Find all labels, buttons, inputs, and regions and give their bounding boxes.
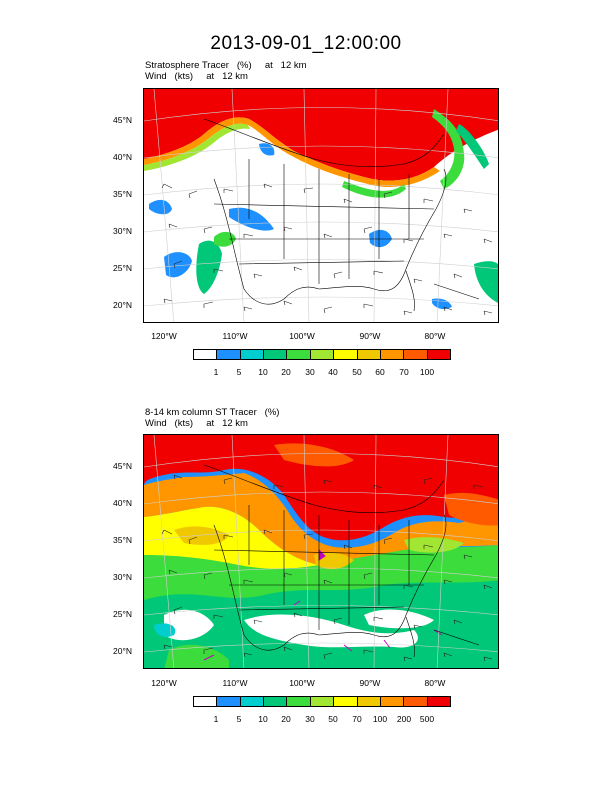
map-boundaries bbox=[203, 464, 480, 658]
lat-label-45n: 45°N bbox=[113, 115, 132, 125]
lon-label-120w: 120°W bbox=[151, 331, 177, 341]
colorbar-label: 50 bbox=[352, 367, 362, 377]
graticule bbox=[144, 435, 498, 668]
colorbar-label: 1 bbox=[213, 714, 219, 724]
lat-label-25n: 25°N bbox=[113, 263, 132, 273]
lat-label-30n: 30°N bbox=[113, 572, 132, 582]
colorbar-label: 50 bbox=[328, 714, 338, 724]
colorbar-label: 40 bbox=[328, 367, 338, 377]
lon-label-110w: 110°W bbox=[222, 678, 248, 688]
colorbar-label: 60 bbox=[375, 367, 385, 377]
colorbar-label: 500 bbox=[419, 714, 435, 724]
lat-label-20n: 20°N bbox=[113, 300, 132, 310]
colorbar-label: 10 bbox=[258, 367, 268, 377]
lon-label-100w: 100°W bbox=[289, 678, 315, 688]
colorbar-label: 30 bbox=[305, 714, 315, 724]
colorbar-label: 20 bbox=[281, 367, 291, 377]
panel1-map bbox=[143, 88, 499, 323]
tracer-high-region bbox=[144, 89, 498, 181]
colorbar-label: 5 bbox=[236, 367, 242, 377]
colorbar-label: 100 bbox=[372, 714, 388, 724]
colorbar-label: 70 bbox=[352, 714, 362, 724]
colorbar-box bbox=[287, 697, 311, 706]
colorbar-label: 10 bbox=[258, 714, 268, 724]
lon-label-80w: 80°W bbox=[424, 678, 446, 688]
map-boundaries bbox=[203, 118, 480, 312]
colorbar-box bbox=[264, 697, 288, 706]
colorbar-box bbox=[264, 350, 288, 359]
graticule bbox=[144, 89, 498, 322]
colorbar-box bbox=[240, 350, 265, 359]
plot-title: 2013-09-01_12:00:00 bbox=[210, 33, 402, 54]
colorbar-box bbox=[217, 350, 241, 359]
colorbar-box bbox=[380, 697, 405, 706]
colorbar-label: 20 bbox=[281, 714, 291, 724]
lon-label-100w: 100°W bbox=[289, 331, 315, 341]
panel2-subtitle-wind: Wind (kts) at 12 km bbox=[145, 418, 248, 429]
colorbar-box bbox=[357, 350, 381, 359]
panel2-map bbox=[143, 434, 499, 669]
lat-label-35n: 35°N bbox=[113, 535, 132, 545]
lat-label-20n: 20°N bbox=[113, 646, 132, 656]
panel2-colorbar bbox=[193, 696, 451, 707]
colorbar-box bbox=[404, 350, 428, 359]
lat-label-45n: 45°N bbox=[113, 461, 132, 471]
colorbar-box bbox=[310, 697, 335, 706]
colorbar-box bbox=[357, 697, 381, 706]
colorbar-label: 200 bbox=[396, 714, 412, 724]
colorbar-label: 70 bbox=[399, 367, 409, 377]
colorbar-box bbox=[194, 350, 218, 359]
colorbar-box bbox=[334, 697, 358, 706]
colorbar-box bbox=[380, 350, 405, 359]
wind-barbs bbox=[161, 474, 493, 662]
colorbar-box bbox=[404, 697, 428, 706]
wind-barbs bbox=[161, 183, 493, 316]
lat-label-40n: 40°N bbox=[113, 498, 132, 508]
lon-label-120w: 120°W bbox=[151, 678, 177, 688]
lat-label-30n: 30°N bbox=[113, 226, 132, 236]
colorbar-label: 100 bbox=[419, 367, 435, 377]
colorbar-label: 5 bbox=[236, 714, 242, 724]
panel1-subtitle-wind: Wind (kts) at 12 km bbox=[145, 71, 248, 82]
lon-label-90w: 90°W bbox=[359, 678, 381, 688]
panel1-colorbar bbox=[193, 349, 451, 360]
lat-label-25n: 25°N bbox=[113, 609, 132, 619]
colorbar-label: 30 bbox=[305, 367, 315, 377]
panel2-subtitle-variable: 8-14 km column ST Tracer (%) bbox=[145, 407, 280, 418]
tracer-edge-orange bbox=[144, 117, 440, 187]
panel1-subtitle-variable: Stratosphere Tracer (%) at 12 km bbox=[145, 60, 307, 71]
lon-label-110w: 110°W bbox=[222, 331, 248, 341]
colorbar-box bbox=[310, 350, 335, 359]
lat-label-40n: 40°N bbox=[113, 152, 132, 162]
colorbar-box bbox=[287, 350, 311, 359]
colorbar-box bbox=[427, 697, 450, 706]
colorbar-box bbox=[217, 697, 241, 706]
colorbar-box bbox=[427, 350, 450, 359]
colorbar-label: 1 bbox=[213, 367, 219, 377]
lon-label-90w: 90°W bbox=[359, 331, 381, 341]
lat-label-35n: 35°N bbox=[113, 189, 132, 199]
colorbar-box bbox=[334, 350, 358, 359]
colorbar-box bbox=[194, 697, 218, 706]
lon-label-80w: 80°W bbox=[424, 331, 446, 341]
colorbar-box bbox=[240, 697, 265, 706]
